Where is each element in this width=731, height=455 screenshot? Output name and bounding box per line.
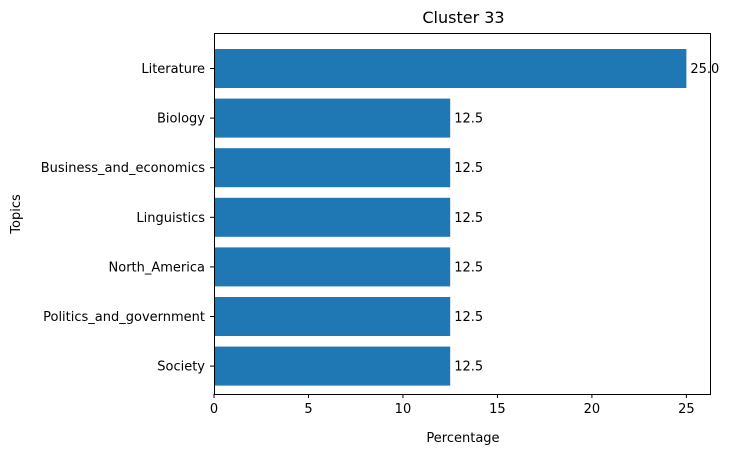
chart-title: Cluster 33 [422, 8, 504, 27]
bar-value-label: 12.5 [454, 112, 483, 127]
x-tick-label: 5 [304, 402, 312, 417]
x-tick-label: 20 [584, 402, 601, 417]
bar-literature [214, 49, 687, 88]
bar-society [214, 346, 451, 386]
y-axis-label: Topics [9, 194, 24, 235]
bar-value-label: 25.0 [690, 62, 719, 77]
y-tick-label: North_America [109, 260, 205, 275]
y-tick-label: Politics_and_government [43, 310, 205, 325]
y-tick-label: Literature [141, 62, 205, 77]
plot-frame [214, 33, 711, 395]
bar-value-label: 12.5 [454, 161, 483, 176]
x-axis: 0 5 10 15 20 25 [210, 394, 695, 417]
bar-value-label: 12.5 [454, 260, 483, 275]
y-axis: Literature Biology Business_and_economics L… [41, 62, 214, 375]
bar-biology [214, 98, 451, 138]
bar-politics-and-government [214, 297, 451, 336]
bar-linguistics [214, 197, 451, 237]
x-tick-label: 0 [210, 402, 218, 417]
x-tick-label: 25 [678, 402, 695, 417]
bar-value-label: 12.5 [454, 360, 483, 375]
bar-business-and-economics [214, 148, 451, 188]
x-tick-label: 15 [489, 402, 506, 417]
bars-group [214, 49, 687, 386]
y-tick-label: Business_and_economics [41, 161, 205, 176]
y-tick-label: Society [157, 360, 205, 375]
x-tick-label: 10 [395, 402, 412, 417]
x-axis-label: Percentage [426, 431, 499, 446]
bar-value-label: 12.5 [454, 211, 483, 226]
bar-value-label: 12.5 [454, 310, 483, 325]
y-tick-label: Biology [157, 112, 205, 127]
bar-labels-group: 25.0 12.5 12.5 12.5 12.5 12.5 12.5 [454, 62, 719, 375]
bar-north-america [214, 247, 451, 287]
y-tick-label: Linguistics [136, 211, 205, 226]
